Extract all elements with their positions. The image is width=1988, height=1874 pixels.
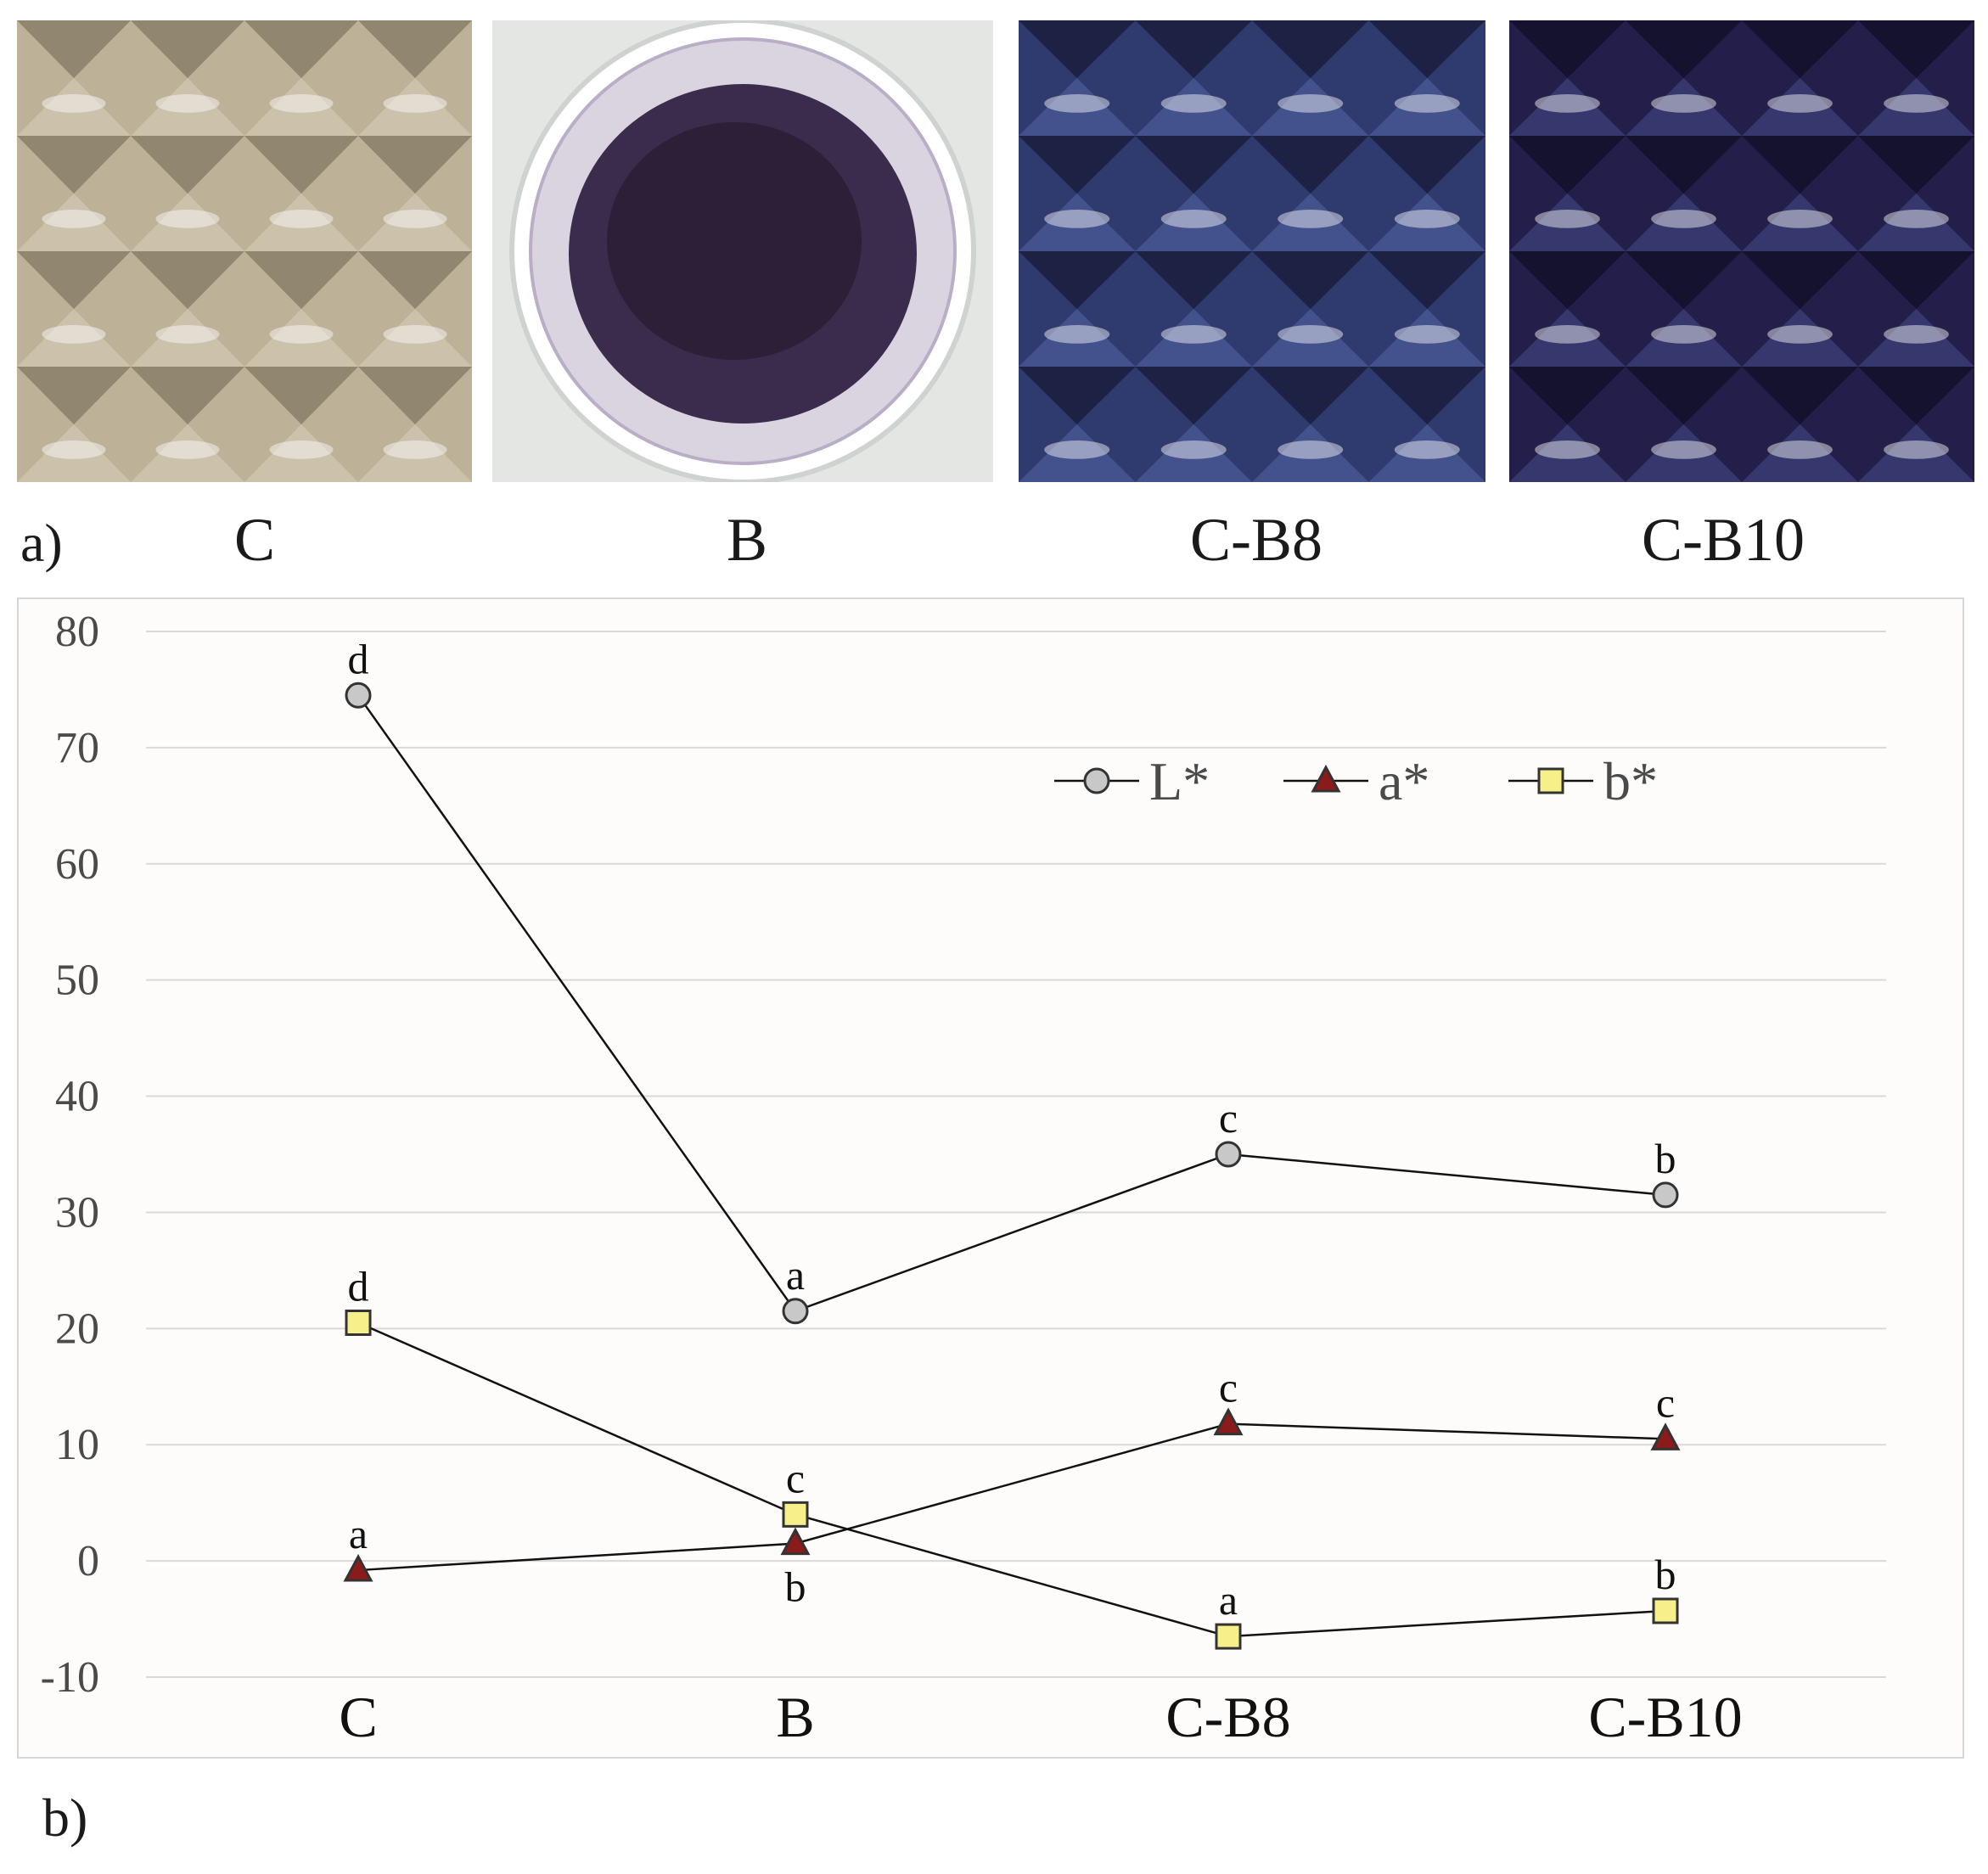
data-point [1650,1422,1681,1450]
data-point [1215,1623,1242,1650]
caption-c-b10: C-B10 [1641,506,1805,574]
series-line [357,1321,1666,1638]
y-tick-label: 50 [55,957,99,1005]
y-tick-label: 40 [55,1073,99,1121]
legend-label: a* [1379,751,1429,811]
significance-letter: d [348,635,369,682]
y-tick-label: 30 [55,1188,99,1237]
significance-letter: a [1219,1576,1238,1624]
data-point [345,1309,372,1336]
y-tick-label: 10 [55,1421,99,1469]
significance-letter: b [1655,1135,1676,1182]
data-point [1215,1141,1242,1168]
caption-c-b8: C-B8 [1189,506,1323,574]
data-point [1213,1407,1244,1436]
y-tick-label: 0 [77,1537,99,1585]
legend: L* a* b* [1054,751,1658,811]
significance-letter: b [1655,1551,1676,1598]
y-tick-label: 20 [55,1305,99,1353]
data-point [1652,1181,1679,1209]
panel-a-label: a) [20,513,63,573]
chart-area: 80 70 60 50 40 30 20 10 0 -10 C B C-B8 C-B10 d a c b a b c c d… [17,598,1964,1759]
photo-c-tile [17,20,472,482]
series-b-star: d c a b [345,1262,1679,1650]
photo-b-powder [492,20,993,482]
data-point [780,1527,811,1556]
x-tick-label: B [776,1685,814,1749]
significance-letter: b [785,1563,806,1611]
data-point [343,1553,373,1582]
series-l-star: d a c b [345,635,1679,1325]
photo-c-b10-tile [1509,20,1974,482]
significance-letter: c [786,1454,805,1501]
y-tick-label: -10 [41,1653,99,1702]
y-tick-label: 80 [55,608,99,656]
series-line [357,694,1666,1313]
legend-marker [1311,764,1341,793]
significance-letter: d [348,1262,369,1310]
significance-letter: c [1219,1364,1238,1411]
data-point [782,1298,809,1325]
legend-label: L* [1149,751,1210,811]
data-point [1652,1597,1679,1624]
data-point [782,1501,809,1528]
significance-letter: a [349,1510,368,1557]
significance-letter: c [1656,1378,1675,1426]
significance-letter: c [1219,1094,1238,1142]
series-line [357,1422,1666,1572]
panel-b-label: b) [42,1787,88,1848]
legend-marker [1083,767,1110,794]
legend-label: b* [1603,751,1658,811]
photo-c-b8-tile [1019,20,1485,482]
legend-marker [1537,767,1564,794]
caption-c: C [233,506,276,574]
data-point [345,682,372,709]
x-tick-label: C-B8 [1165,1685,1290,1749]
x-tick-label: C [339,1685,377,1749]
series-a-star: a b c c [343,1364,1681,1611]
y-tick-label: 70 [55,724,99,772]
y-tick-label: 60 [55,840,99,889]
x-tick-label: C-B10 [1588,1685,1742,1749]
caption-b: B [726,506,768,574]
significance-letter: a [786,1251,805,1299]
